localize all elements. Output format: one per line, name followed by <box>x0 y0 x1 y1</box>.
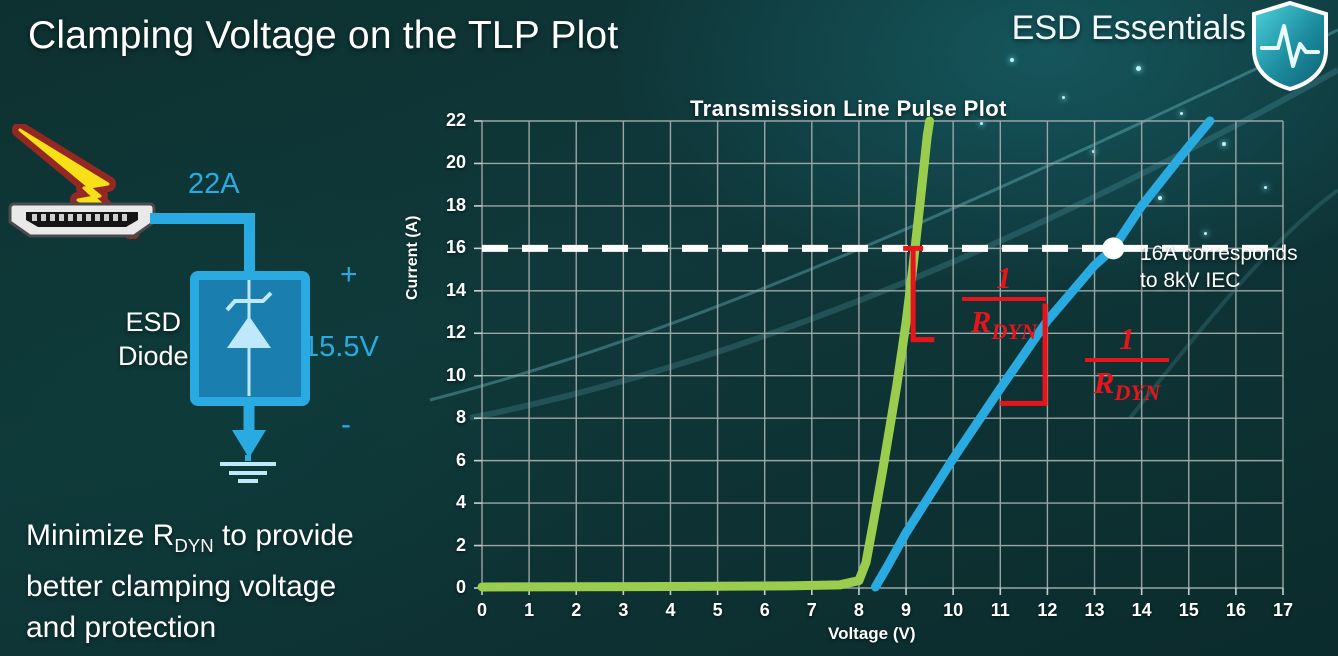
y-tick-label: 2 <box>455 534 466 555</box>
x-tick-label: 13 <box>1084 600 1105 620</box>
ground-icon <box>220 455 276 483</box>
summary-line1-pre: Minimize R <box>26 519 175 552</box>
wire-arrow-to-ground <box>232 400 266 458</box>
shield-pulse-icon <box>1252 0 1328 92</box>
y-tick-label: 6 <box>455 449 466 470</box>
y-tick-label: 16 <box>445 237 466 258</box>
iec-callout-line1: 16A corresponds <box>1140 242 1298 265</box>
esd-diode-label-line1: ESD <box>125 307 182 337</box>
chart-x-axis-label: Voltage (V) <box>828 624 916 643</box>
summary-line3: and protection <box>26 611 217 644</box>
summary-line1-post: to provide <box>213 519 354 552</box>
x-tick-label: 3 <box>618 600 629 620</box>
fraction-bar-2 <box>1085 358 1169 362</box>
brand-label: ESD Essentials <box>1011 9 1246 47</box>
y-tick-label: 4 <box>455 492 466 513</box>
x-tick-label: 9 <box>901 600 912 620</box>
esd-diode-label-line2: Diode <box>118 341 189 371</box>
x-tick-label: 1 <box>524 600 535 620</box>
wire-vertical-top <box>244 213 255 275</box>
iec-callout-line2: to 8kV IEC <box>1140 269 1241 292</box>
y-tick-label: 12 <box>445 322 466 343</box>
y-tick-label: 22 <box>445 110 466 130</box>
y-tick-label: 14 <box>445 279 466 300</box>
y-tick-label: 10 <box>445 364 466 385</box>
x-tick-label: 8 <box>853 600 864 620</box>
data-point-marker <box>1102 237 1125 260</box>
slope-denominator-1: RDYN <box>970 304 1038 345</box>
slope-numerator-2: 1 <box>1119 321 1135 356</box>
x-tick-label: 17 <box>1272 600 1294 620</box>
summary-line2: better clamping voltage <box>26 570 337 603</box>
slope-annotation-label-1: 1 RDYN <box>962 262 1046 344</box>
chart-gridlines <box>474 120 1284 595</box>
x-tick-label: 4 <box>665 600 676 620</box>
x-tick-label: 0 <box>476 600 487 620</box>
slope-numerator-1: 1 <box>996 260 1012 295</box>
x-tick-label: 11 <box>990 600 1010 620</box>
x-tick-label: 14 <box>1131 600 1152 620</box>
x-tick-label: 16 <box>1225 600 1246 620</box>
y-tick-label: 8 <box>455 407 466 428</box>
chart-slope-annotations <box>903 245 1048 406</box>
slope-annotation-label-2: 1 RDYN <box>1085 323 1169 405</box>
wire-horizontal <box>150 213 255 224</box>
clamping-voltage-label: 15.5V <box>303 331 379 363</box>
x-tick-label: 7 <box>806 600 817 620</box>
summary-text: Minimize RDYN to provide better clamping… <box>26 515 446 648</box>
summary-line1-sub: DYN <box>174 535 214 556</box>
x-tick-label: 5 <box>712 600 723 620</box>
tvs-diode-icon <box>225 280 273 396</box>
polarity-minus-label: - <box>341 408 351 441</box>
y-tick-label: 0 <box>455 577 466 597</box>
fraction-bar-1 <box>962 297 1046 301</box>
y-tick-label: 18 <box>445 194 466 215</box>
x-tick-label: 12 <box>1037 600 1058 620</box>
y-tick-label: 20 <box>445 152 466 173</box>
x-tick-label: 10 <box>943 600 964 620</box>
polarity-plus-label: + <box>340 258 358 291</box>
x-tick-label: 15 <box>1178 600 1199 620</box>
current-label: 22A <box>188 168 240 200</box>
x-tick-label: 6 <box>759 600 770 620</box>
slope-denominator-2: RDYN <box>1093 365 1161 406</box>
hdmi-connector-icon <box>8 202 156 238</box>
iec-callout: 16A corresponds to 8kV IEC <box>1140 240 1338 294</box>
page-title: Clamping Voltage on the TLP Plot <box>28 14 619 57</box>
esd-diode-label: ESD Diode <box>118 305 189 373</box>
chart-title: Transmission Line Pulse Plot <box>690 96 1007 121</box>
esd-diode-box <box>190 271 310 406</box>
x-tick-label: 2 <box>571 600 582 620</box>
